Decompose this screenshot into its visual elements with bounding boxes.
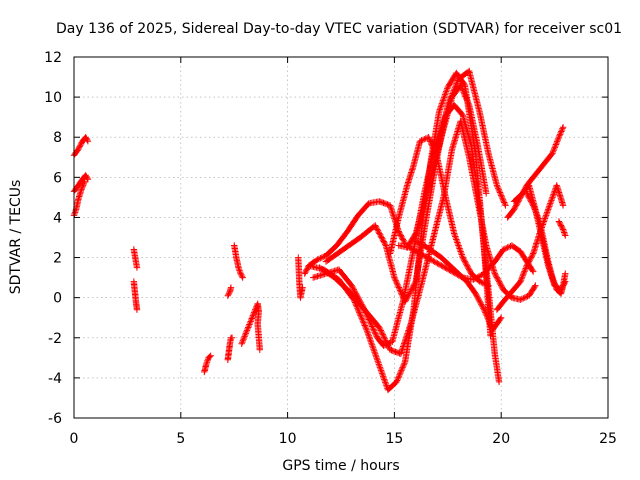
data-point-markers (404, 81, 490, 251)
data-point-markers (238, 300, 263, 353)
series-arc-07 (224, 334, 236, 363)
data-point-markers (130, 278, 141, 313)
y-tick-label: 6 (53, 170, 62, 186)
data-point-markers (224, 284, 235, 299)
x-tick-label: 0 (70, 431, 79, 447)
data-point-markers (295, 254, 306, 301)
data-point-markers (201, 352, 214, 376)
series-arc-12 (301, 198, 409, 277)
y-tick-label: 8 (53, 130, 62, 146)
data-point-markers (224, 334, 236, 363)
series-arc-04 (130, 246, 141, 271)
chart-title: Day 136 of 2025, Sidereal Day-to-day VTE… (56, 21, 622, 37)
plot-frame (73, 56, 609, 419)
y-tick-label: -6 (48, 411, 62, 427)
y-axis-label: SDTVAR / TECUs (8, 180, 24, 295)
series-arc-25 (555, 218, 569, 239)
series-arc-23 (510, 182, 569, 293)
data-point-markers (231, 242, 246, 281)
data-point-markers (386, 134, 492, 289)
y-tick-label: 12 (44, 50, 62, 66)
tick-layer: 0 5 10 15 20 25 -6 -4 -2 0 2 4 6 8 10 12 (44, 50, 617, 447)
data-point-markers (523, 190, 569, 297)
x-tick-label: 20 (492, 431, 510, 447)
series-arc-11 (295, 254, 306, 301)
series-arc-20 (412, 238, 505, 333)
x-tick-label: 10 (279, 431, 297, 447)
series-arc-05 (130, 278, 141, 313)
series-arc-10 (238, 300, 263, 353)
series-arc-18 (404, 81, 490, 251)
y-tick-label: 4 (53, 210, 62, 226)
data-point-markers (130, 246, 141, 271)
data-point-markers (316, 118, 539, 357)
series-arc-06 (201, 352, 214, 376)
y-tick-label: 0 (53, 291, 62, 307)
data-point-markers (412, 238, 505, 333)
data-layer (70, 67, 569, 394)
series-arc-09 (231, 242, 246, 281)
series-arc-08 (224, 284, 235, 299)
x-tick-label: 25 (599, 431, 617, 447)
y-tick-label: 2 (53, 251, 62, 267)
series-arc-24 (523, 190, 569, 297)
series-arc-19 (386, 134, 492, 289)
data-point-markers (301, 198, 409, 277)
data-point-markers (555, 218, 569, 239)
y-tick-label: -2 (48, 331, 62, 347)
data-point-markers (510, 182, 569, 293)
y-tick-label: -4 (48, 371, 62, 387)
series-arc-15 (316, 118, 539, 357)
x-tick-label: 15 (385, 431, 403, 447)
y-tick-label: 10 (44, 90, 62, 106)
x-axis-label: GPS time / hours (282, 458, 399, 474)
x-tick-label: 5 (176, 431, 185, 447)
